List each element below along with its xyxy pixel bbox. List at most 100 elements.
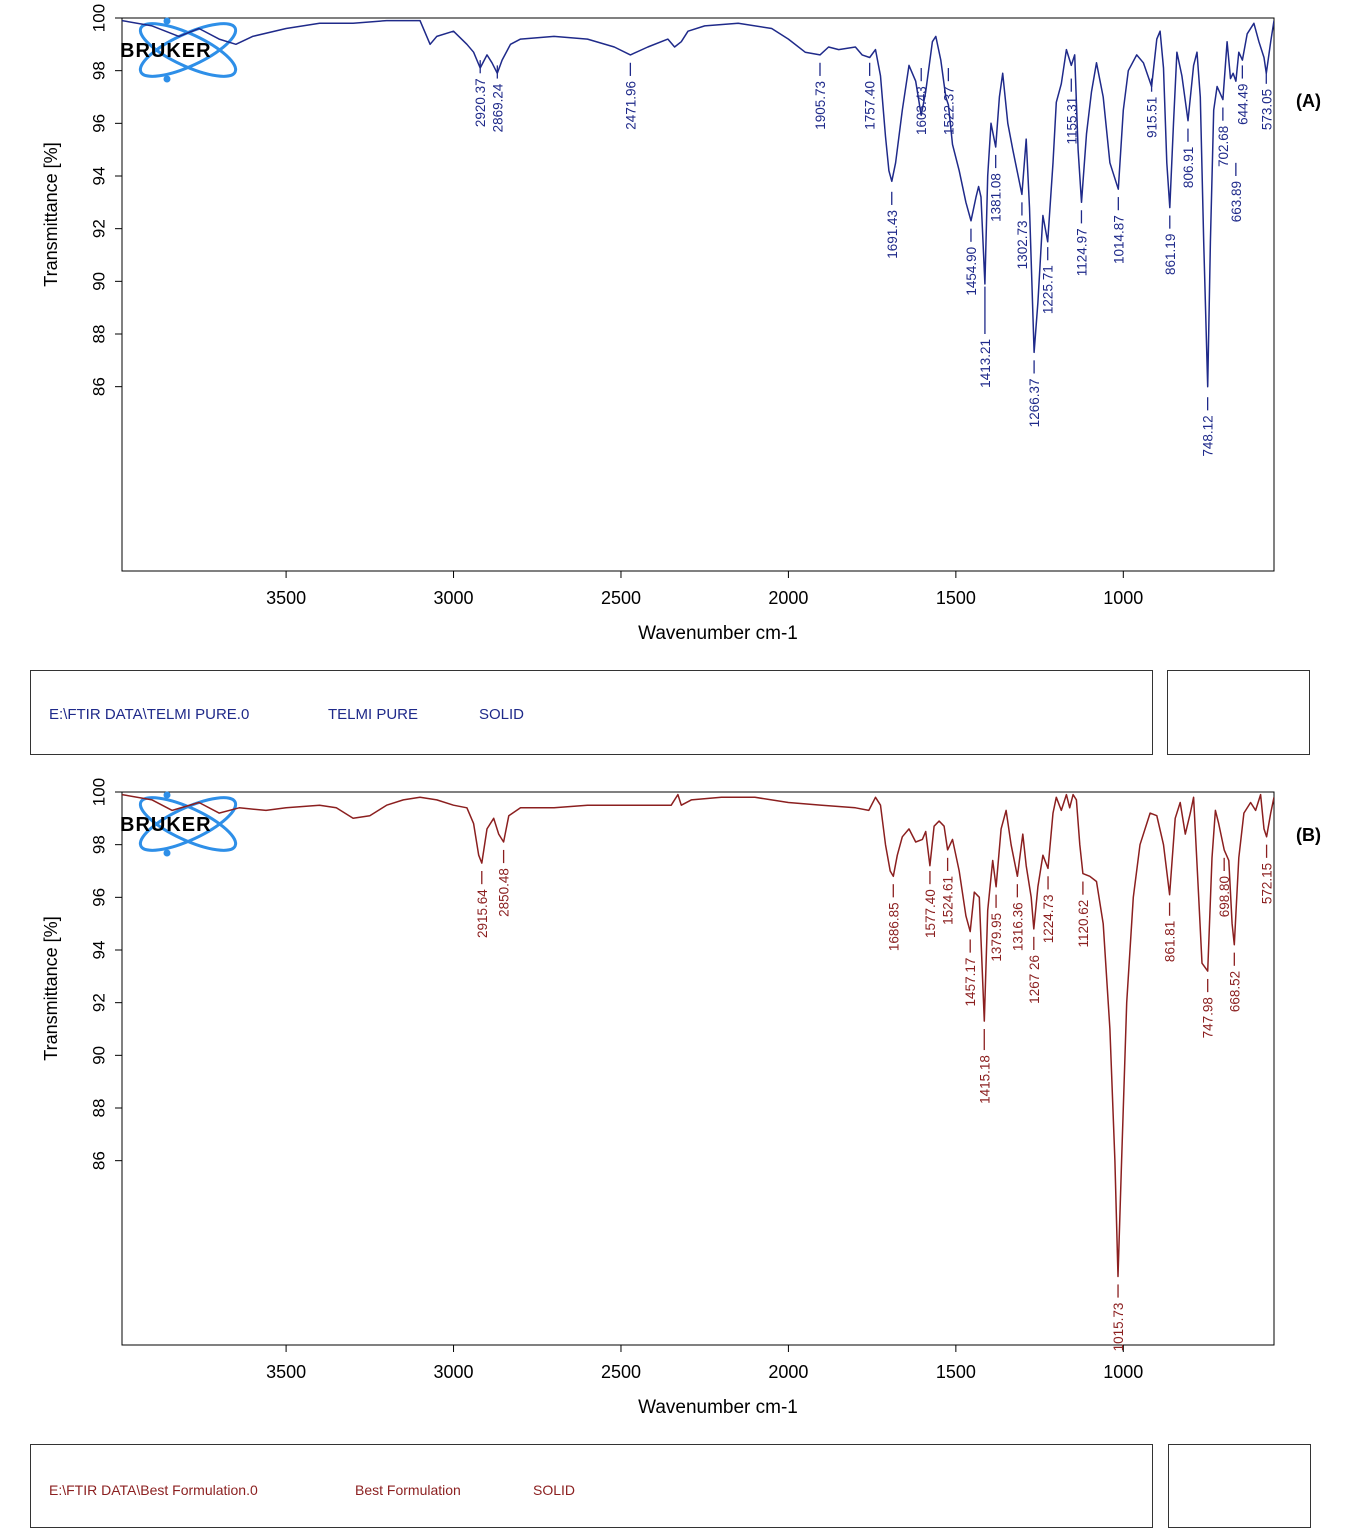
info-path-a: E:\FTIR DATA\TELMI PURE.0: [49, 706, 250, 723]
x-tick-label: 2000: [768, 1362, 808, 1382]
y-tick-label: 98: [89, 835, 108, 854]
logo-text: BRUKER: [120, 40, 212, 62]
y-tick-label: 94: [89, 941, 108, 960]
plot-frame: [121, 17, 1275, 572]
peak-label: 1524.61: [941, 876, 956, 925]
peak-label: 915.51: [1145, 97, 1160, 138]
info-state-b: SOLID: [533, 1482, 576, 1498]
peak-label: 668.52: [1227, 971, 1242, 1012]
y-tick-label: 92: [89, 219, 108, 238]
peak-label: 1454.90: [964, 247, 979, 296]
peak-label: 1691.43: [885, 210, 900, 259]
peak-label: 1457.17: [963, 958, 978, 1007]
peak-label: 1413.21: [978, 339, 993, 388]
x-tick-label: 3500: [266, 588, 306, 608]
x-tick-label: 1500: [936, 1362, 976, 1382]
x-axis-title: Wavenumber cm-1: [638, 1397, 798, 1418]
peak-label: 861.19: [1163, 234, 1178, 275]
peak-label: 2915.64: [475, 889, 490, 938]
peak-label: 644.49: [1235, 84, 1250, 125]
spectrum-line: [122, 19, 1274, 388]
y-tick-label: 86: [89, 1151, 108, 1170]
peak-label: 747.98: [1201, 997, 1216, 1038]
peak-label: 663.89: [1229, 181, 1244, 222]
y-tick-label: 100: [89, 778, 108, 806]
side-box-b: [1168, 1444, 1311, 1528]
logo-dot-icon: [163, 791, 171, 799]
x-tick-label: 1000: [1103, 588, 1143, 608]
peak-label: 806.91: [1181, 147, 1196, 188]
peak-label: 698.80: [1217, 876, 1232, 917]
x-tick-label: 1000: [1103, 1362, 1143, 1382]
y-tick-label: 98: [89, 61, 108, 80]
x-tick-label: 3500: [266, 1362, 306, 1382]
peak-label: 1379.95: [989, 913, 1004, 962]
y-tick-label: 86: [89, 377, 108, 396]
y-tick-label: 88: [89, 325, 108, 344]
y-tick-label: 94: [89, 167, 108, 186]
info-sample-a: TELMI PURE: [328, 706, 419, 723]
y-axis-title: Transmittance [%]: [41, 916, 61, 1060]
y-tick-label: 96: [89, 888, 108, 907]
peak-label: 748.12: [1201, 415, 1216, 456]
spectrum-panel-b: 100 98 96 94 92 90 88 86 3500 3000 2500 2000 1500 100…: [0, 774, 1352, 1528]
peak-label: 1124.97: [1074, 228, 1089, 276]
peak-label: 1014.87: [1111, 215, 1126, 264]
peak-label: 1686.85: [886, 902, 901, 951]
panel-label: (B): [1296, 825, 1321, 845]
peak-label: 702.68: [1216, 126, 1231, 167]
info-state-a: SOLID: [479, 706, 525, 723]
bruker-logo: BRUKER: [120, 17, 238, 83]
info-box-b: E:\FTIR DATA\Best Formulation.0 Best For…: [30, 1444, 1153, 1528]
x-axis-title: Wavenumber cm-1: [638, 623, 798, 644]
peak-label: 2471.96: [623, 81, 638, 130]
panel-label: (A): [1296, 91, 1321, 111]
peak-label: 572.15: [1260, 863, 1275, 904]
spectrum-panel-a: 100 98 96 94 92 90 88 86 3500 3000 2500 2000 1500 100…: [0, 0, 1352, 760]
logo-orbit-icon: [138, 796, 238, 852]
logo-dot-icon: [163, 75, 171, 83]
x-tick-label: 1500: [936, 588, 976, 608]
logo-text: BRUKER: [120, 814, 212, 836]
peak-label: 1224.73: [1041, 894, 1056, 943]
x-tick-label: 2500: [601, 588, 641, 608]
y-axis-title: Transmittance [%]: [41, 142, 61, 286]
chart-a: 100 98 96 94 92 90 88 86 3500 3000 2500 2000 1500 100…: [41, 4, 1321, 644]
peak-label: 2850.48: [497, 868, 512, 917]
peak-label: 573.05: [1259, 89, 1274, 130]
peak-label: 1603.43: [914, 86, 929, 135]
peak-label: 1266.37: [1027, 379, 1042, 428]
y-tick-label: 90: [89, 1046, 108, 1065]
info-path-b: E:\FTIR DATA\Best Formulation.0: [49, 1482, 258, 1498]
peak-label: 1905.73: [813, 81, 828, 130]
y-tick-label: 90: [89, 272, 108, 291]
peak-label: 1381.08: [989, 173, 1004, 222]
peak-label: 1225.71: [1041, 265, 1056, 314]
y-tick-label: 96: [89, 114, 108, 133]
x-tick-label: 3000: [434, 1362, 474, 1382]
peak-label: 1757.40: [863, 81, 878, 130]
info-box-a: E:\FTIR DATA\TELMI PURE.0 TELMI PURE SOL…: [30, 670, 1153, 755]
info-sample-b: Best Formulation: [355, 1482, 461, 1498]
chart-b: 100 98 96 94 92 90 88 86 3500 3000 2500 2000 1500 100…: [41, 778, 1321, 1418]
peak-label: 1522.37: [941, 86, 956, 135]
peak-label: 2920.37: [473, 78, 488, 127]
peak-label: 1155.31: [1064, 97, 1079, 145]
peak-label: 1316.36: [1010, 902, 1025, 951]
peak-label: 1302.73: [1015, 221, 1030, 270]
side-box-a: [1167, 670, 1310, 755]
x-tick-label: 2000: [768, 588, 808, 608]
bruker-logo: BRUKER: [120, 791, 238, 857]
logo-orbit-icon: [138, 796, 238, 852]
y-tick-label: 88: [89, 1099, 108, 1118]
peak-label: 1120.62: [1076, 900, 1091, 948]
x-tick-label: 2500: [601, 1362, 641, 1382]
peak-label: 1577.40: [923, 889, 938, 938]
logo-dot-icon: [163, 17, 171, 25]
plot-frame: [121, 791, 1275, 1346]
logo-orbit-icon: [138, 22, 238, 78]
peak-label: 1267 26: [1027, 955, 1042, 1004]
peak-label: 1415.18: [977, 1055, 992, 1104]
peak-label: 2869.24: [490, 83, 505, 132]
peak-label: 1015.73: [1111, 1303, 1126, 1352]
